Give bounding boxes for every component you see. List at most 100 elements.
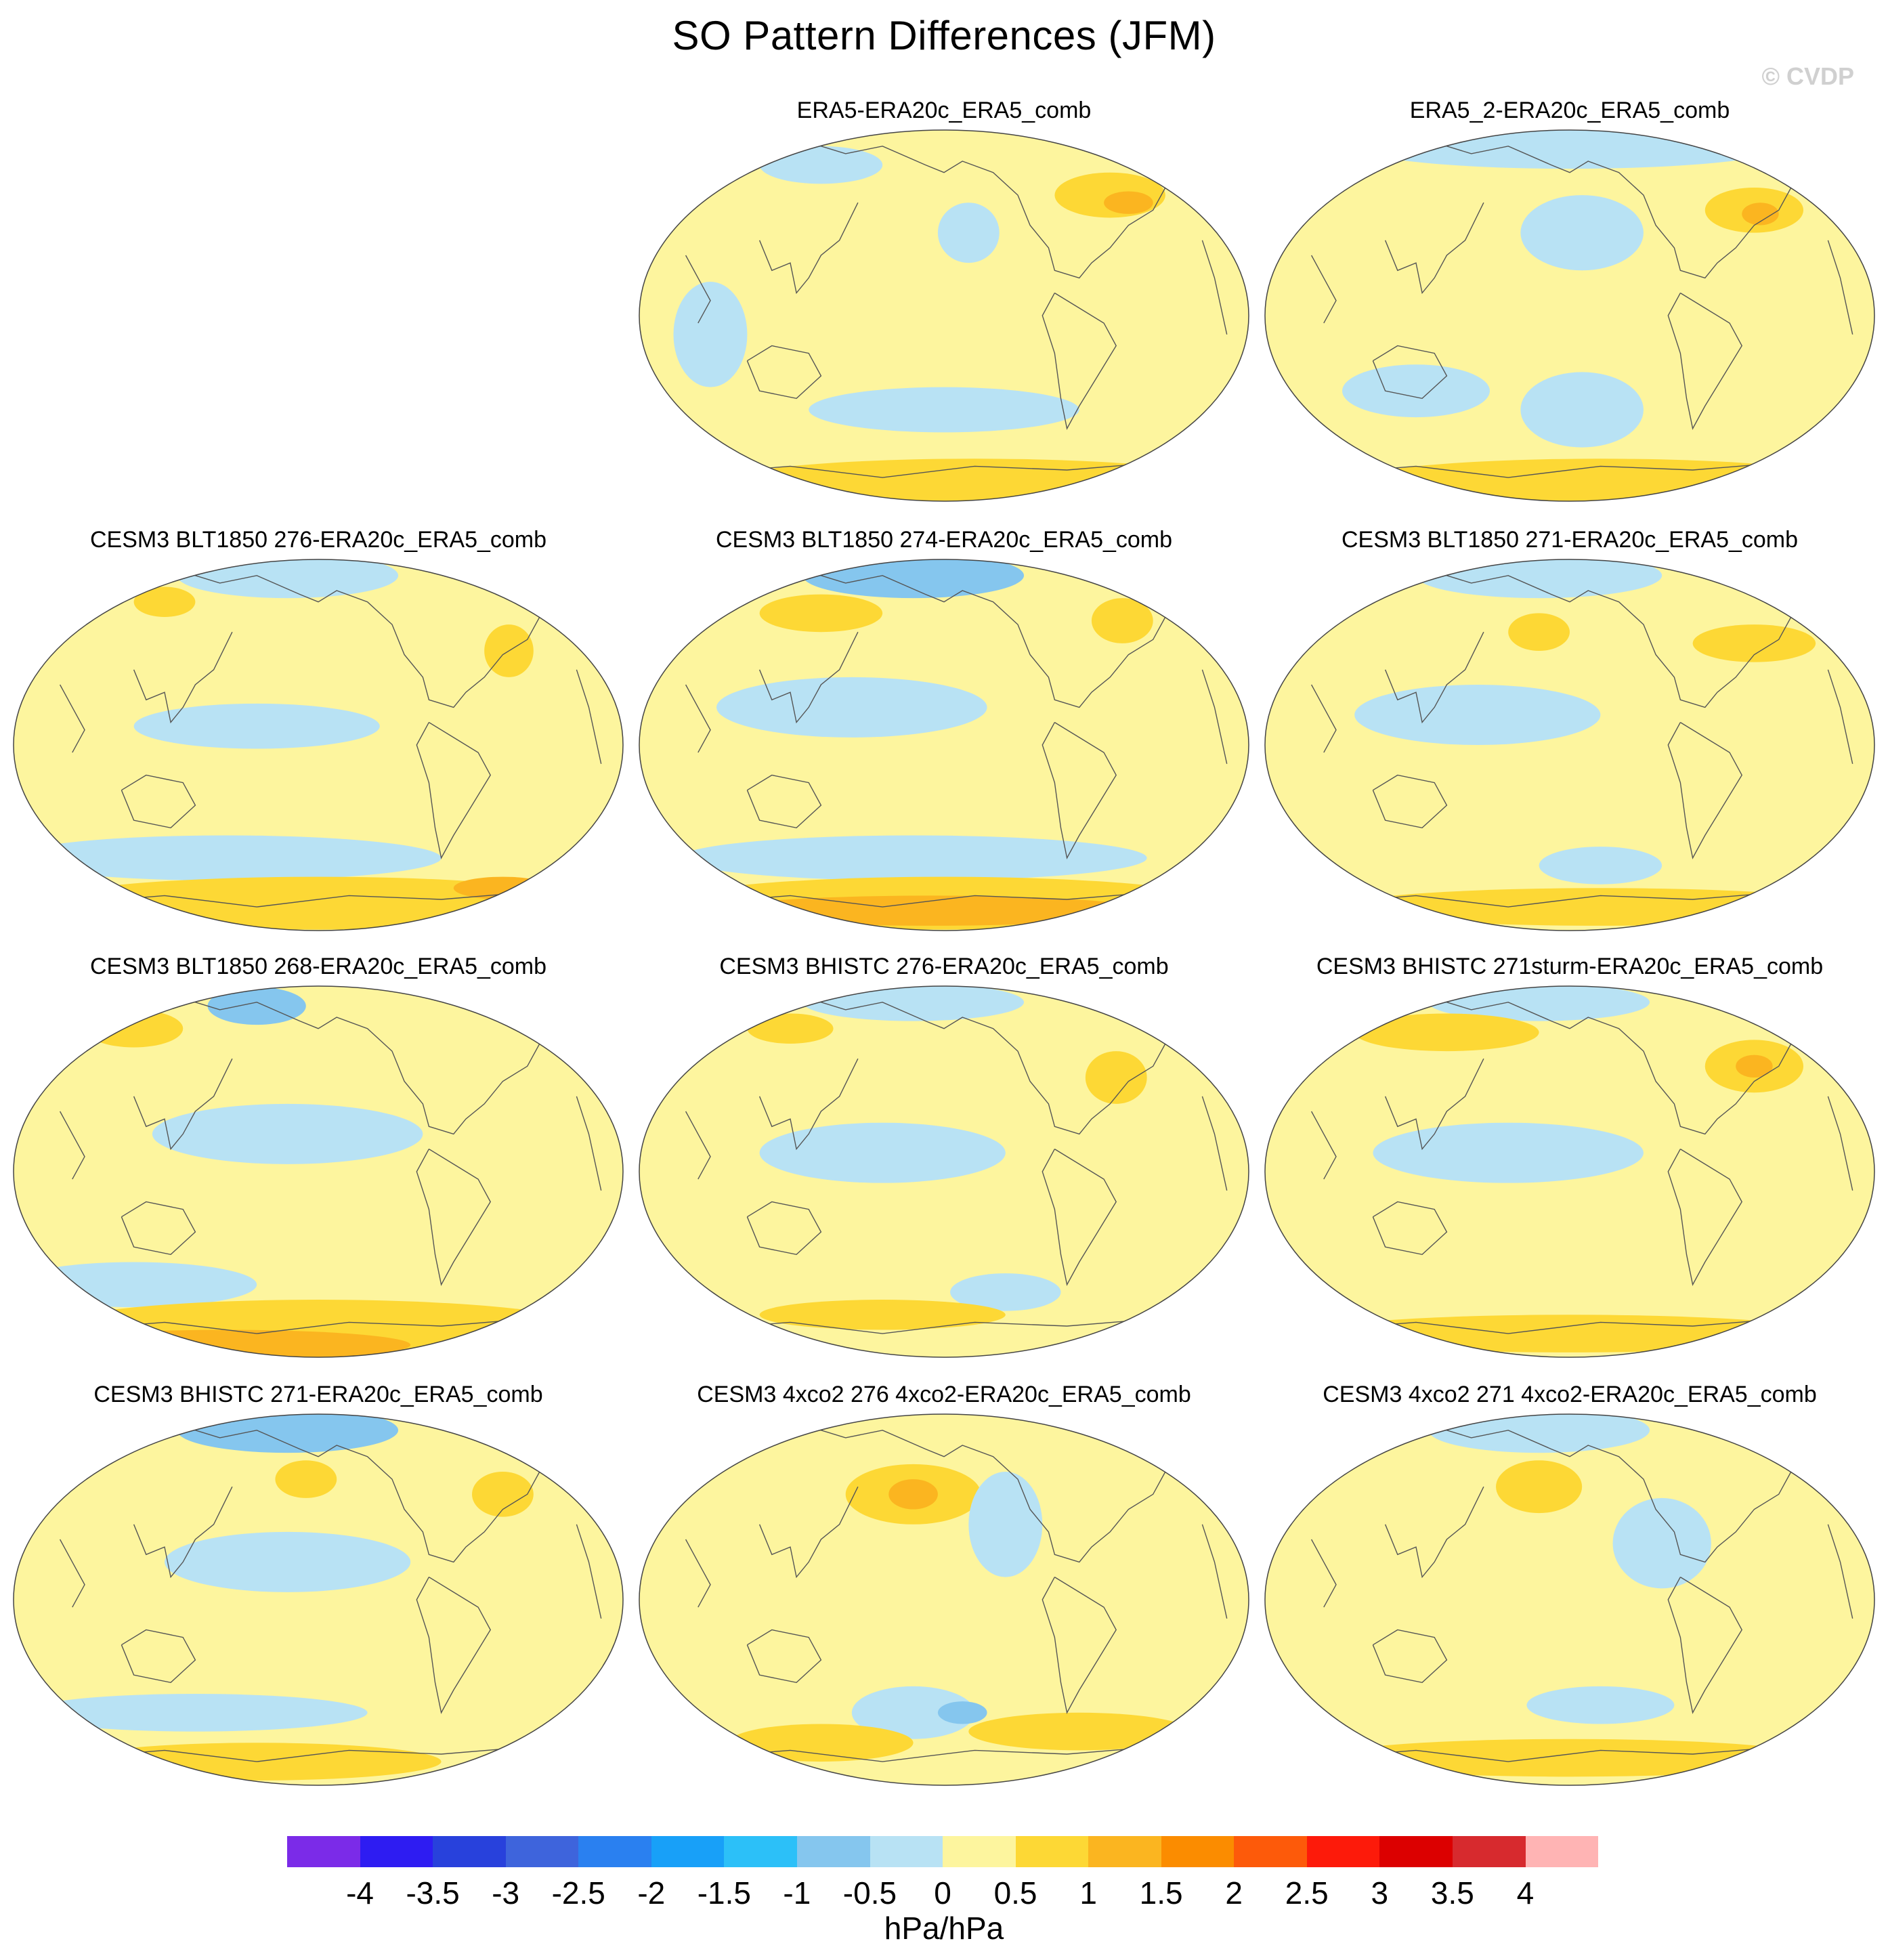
positive-anomaly-contour bbox=[1311, 1315, 1828, 1352]
coastline bbox=[133, 1486, 233, 1579]
panel-title: CESM3 BLT1850 271-ERA20c_ERA5_comb bbox=[1341, 527, 1799, 553]
negative-anomaly-contour bbox=[809, 387, 1079, 433]
negative-anomaly-contour bbox=[1342, 364, 1490, 418]
map-border bbox=[1264, 985, 1875, 1358]
colorbar-swatch bbox=[1306, 1836, 1380, 1867]
map-border bbox=[1264, 1413, 1875, 1786]
robinson-map bbox=[639, 1413, 1249, 1786]
coastline bbox=[685, 684, 711, 753]
map-panel: CESM3 BHISTC 276-ERA20c_ERA5_comb bbox=[637, 954, 1251, 1367]
map-border bbox=[639, 1413, 1249, 1786]
colorbar-swatch bbox=[1088, 1836, 1161, 1867]
colorbar-tick-label: -1 bbox=[783, 1875, 811, 1911]
coastline bbox=[1310, 1539, 1337, 1608]
negative-anomaly-contour bbox=[1526, 1686, 1675, 1724]
coastline bbox=[1201, 1096, 1228, 1191]
coastline bbox=[1434, 1426, 1792, 1563]
coastline bbox=[182, 571, 540, 708]
panel-title: CESM3 BHISTC 271sturm-ERA20c_ERA5_comb bbox=[1316, 954, 1824, 979]
negative-anomaly-contour bbox=[1520, 195, 1644, 271]
map-panel: ERA5_2-ERA20c_ERA5_comb bbox=[1262, 98, 1877, 511]
coastline bbox=[746, 345, 822, 400]
positive-anomaly-contour bbox=[759, 1300, 1006, 1330]
coastline bbox=[1827, 1096, 1853, 1191]
colorbar-swatch bbox=[578, 1836, 651, 1867]
coastline bbox=[758, 631, 859, 724]
negative-anomaly-contour bbox=[679, 835, 1147, 881]
coastline bbox=[746, 1629, 822, 1684]
robinson-map bbox=[1264, 559, 1875, 931]
colorbar-tick-label: -0.5 bbox=[842, 1875, 897, 1911]
positive-anomaly-contour bbox=[1104, 191, 1153, 214]
robinson-map bbox=[639, 559, 1249, 931]
negative-anomaly-contour bbox=[207, 987, 306, 1025]
coastline bbox=[576, 669, 602, 764]
coastline bbox=[59, 684, 85, 753]
positive-anomaly-contour bbox=[1742, 203, 1779, 226]
negative-anomaly-contour bbox=[937, 203, 1000, 263]
map-panel: CESM3 4xco2 271 4xco2-ERA20c_ERA5_comb bbox=[1262, 1382, 1877, 1795]
coastline bbox=[746, 1201, 822, 1256]
panel-title: ERA5-ERA20c_ERA5_comb bbox=[796, 98, 1092, 123]
colorbar-labels: -4 -3.5 -3 -2.5 -2 -1.5 -1 -0.5 0 0.5 1 1.5 2 2.5 3 3.5… bbox=[287, 1875, 1598, 1915]
map-border bbox=[639, 985, 1249, 1358]
coastline bbox=[182, 998, 540, 1135]
coastline bbox=[133, 631, 233, 724]
negative-anomaly-contour bbox=[1354, 685, 1601, 745]
coastline bbox=[416, 1149, 492, 1286]
positive-anomaly-contour bbox=[1354, 459, 1847, 501]
negative-anomaly-contour bbox=[950, 1273, 1061, 1311]
coastline bbox=[1667, 722, 1743, 859]
map-border bbox=[1264, 129, 1875, 502]
coastline bbox=[1372, 345, 1448, 400]
map-panel: CESM3 BLT1850 271-ERA20c_ERA5_comb bbox=[1262, 527, 1877, 940]
coastline bbox=[1384, 202, 1484, 295]
colorbar-swatch bbox=[870, 1836, 943, 1867]
coastline bbox=[1042, 1149, 1117, 1286]
negative-anomaly-contour bbox=[152, 1103, 423, 1164]
coastline bbox=[1434, 998, 1792, 1135]
coastline bbox=[1827, 669, 1853, 764]
colorbar-tick-label: 1.5 bbox=[1139, 1875, 1183, 1911]
positive-anomaly-contour bbox=[1508, 613, 1570, 651]
panel-title: CESM3 BHISTC 271-ERA20c_ERA5_comb bbox=[93, 1382, 543, 1407]
copyright-watermark: © CVDP bbox=[1761, 62, 1854, 90]
positive-anomaly-contour bbox=[472, 1471, 534, 1517]
panel-title: CESM3 BLT1850 268-ERA20c_ERA5_comb bbox=[89, 954, 547, 979]
robinson-map bbox=[13, 985, 624, 1358]
coastline bbox=[1667, 1577, 1743, 1714]
negative-anomaly-contour bbox=[937, 1701, 987, 1724]
coastline bbox=[1201, 1524, 1228, 1619]
positive-anomaly-contour bbox=[133, 587, 196, 617]
coastline bbox=[1201, 240, 1228, 335]
negative-anomaly-contour bbox=[716, 677, 987, 738]
coastline bbox=[416, 722, 492, 859]
negative-anomaly-contour bbox=[1520, 372, 1644, 448]
coastline bbox=[1042, 1577, 1117, 1714]
coastline bbox=[1201, 669, 1228, 764]
negative-anomaly-contour bbox=[759, 1122, 1006, 1183]
coastline bbox=[1372, 774, 1448, 829]
positive-anomaly-contour bbox=[759, 594, 883, 633]
coastline bbox=[1434, 142, 1792, 279]
colorbar-units: hPa/hPa bbox=[884, 1911, 1004, 1946]
colorbar-swatch bbox=[1525, 1836, 1599, 1867]
main-title: SO Pattern Differences (JFM) bbox=[672, 13, 1216, 58]
robinson-map bbox=[13, 559, 624, 931]
coastline bbox=[746, 774, 822, 829]
negative-anomaly-contour bbox=[14, 1262, 257, 1308]
map-panel: CESM3 BHISTC 271-ERA20c_ERA5_comb bbox=[11, 1382, 626, 1795]
positive-anomaly-contour bbox=[84, 1009, 184, 1048]
positive-anomaly-contour bbox=[1323, 1739, 1816, 1777]
map-panel: CESM3 BHISTC 271sturm-ERA20c_ERA5_comb bbox=[1262, 954, 1877, 1367]
positive-anomaly-contour bbox=[1354, 1013, 1539, 1052]
negative-anomaly-contour bbox=[23, 1694, 368, 1732]
colorbar-tick-label: 0.5 bbox=[993, 1875, 1037, 1911]
negative-anomaly-contour bbox=[165, 1531, 411, 1592]
coastline bbox=[1667, 293, 1743, 430]
colorbar-swatch bbox=[943, 1836, 1016, 1867]
map-panel: CESM3 4xco2 276 4xco2-ERA20c_ERA5_comb bbox=[637, 1382, 1251, 1795]
panel-title: CESM3 BHISTC 276-ERA20c_ERA5_comb bbox=[719, 954, 1169, 979]
negative-anomaly-contour bbox=[133, 703, 380, 749]
coastline bbox=[133, 1058, 233, 1151]
